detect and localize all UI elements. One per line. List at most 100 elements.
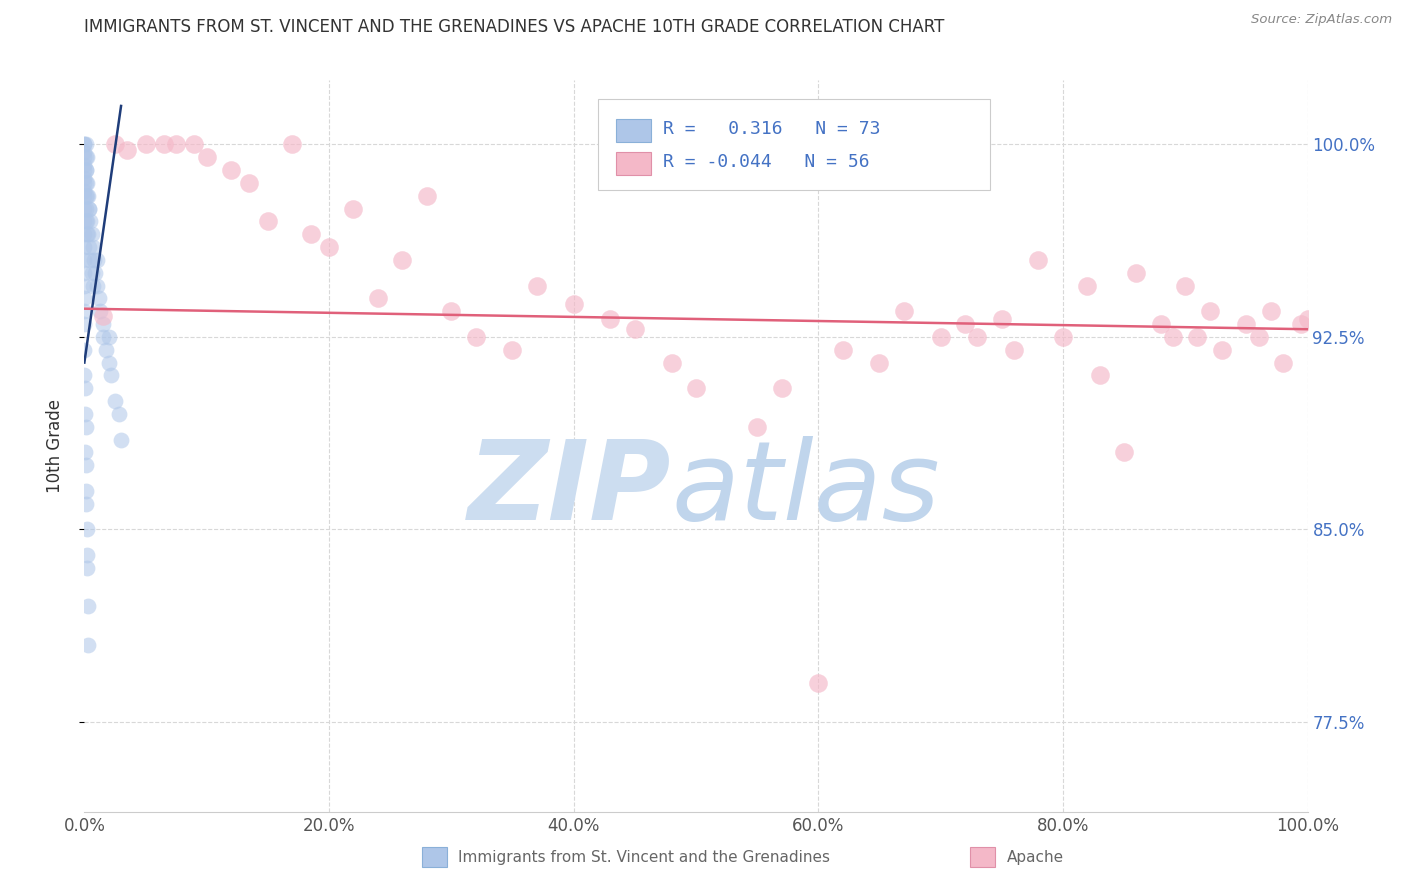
Text: Apache: Apache (1007, 850, 1064, 864)
Point (73, 445, 96, 459)
Point (97, 330, 120, 344)
Point (73, 304, 96, 318)
Point (73, 266, 96, 280)
Point (562, 296, 585, 310)
Text: Immigrants from St. Vincent and the Grenadines: Immigrants from St. Vincent and the Gren… (458, 850, 831, 864)
Point (195, 150, 218, 164)
Point (73, 407, 96, 421)
Point (391, 252, 413, 267)
Point (966, 330, 988, 344)
Point (73, 240, 96, 254)
Point (1296, 312, 1319, 326)
Point (281, 137, 304, 152)
Point (73, 292, 96, 306)
Point (1198, 304, 1220, 318)
Point (100, 368, 122, 383)
Point (1088, 368, 1111, 383)
Point (76, 561, 98, 575)
Text: IMMIGRANTS FROM ST. VINCENT AND THE GRENADINES VS APACHE 10TH GRADE CORRELATION : IMMIGRANTS FROM ST. VINCENT AND THE GREN… (84, 19, 945, 37)
Point (76, 548, 98, 562)
Point (91, 317, 114, 331)
Point (1125, 266, 1147, 280)
Point (86, 278, 108, 293)
Point (367, 292, 389, 306)
Point (342, 202, 364, 216)
Point (73, 163, 96, 178)
Point (75, 188, 97, 202)
Point (91, 330, 114, 344)
Point (929, 330, 952, 344)
Point (73, 188, 96, 202)
Point (73, 278, 96, 293)
Text: R = -0.044   N = 56: R = -0.044 N = 56 (664, 153, 869, 171)
Point (75, 163, 97, 178)
Point (73, 184, 96, 198)
Point (219, 163, 242, 178)
Point (770, 381, 793, 395)
Point (1114, 445, 1136, 459)
Bar (616, 152, 651, 176)
Point (1150, 317, 1173, 331)
Point (77, 240, 100, 254)
Point (831, 343, 853, 357)
Point (77, 227, 100, 242)
Point (91, 310, 114, 324)
Point (624, 322, 647, 336)
Point (79, 214, 101, 228)
Point (75, 163, 97, 178)
Point (685, 381, 707, 395)
Point (73, 176, 96, 190)
Point (87, 292, 110, 306)
Point (73, 202, 96, 216)
Point (183, 137, 205, 152)
Point (110, 433, 132, 447)
Point (76, 188, 98, 202)
Point (416, 188, 439, 202)
Point (79, 252, 101, 267)
Point (80, 227, 103, 242)
Point (73, 227, 96, 242)
Point (76, 227, 98, 242)
Point (82, 278, 104, 293)
Point (1272, 355, 1295, 369)
Point (165, 137, 187, 152)
Point (75, 497, 97, 511)
Point (73, 150, 96, 164)
Point (96, 343, 118, 357)
Point (75, 214, 97, 228)
Point (75, 137, 97, 152)
FancyBboxPatch shape (598, 99, 990, 190)
Point (73, 368, 96, 383)
Point (89, 304, 111, 318)
Point (97, 355, 120, 369)
Point (76, 176, 98, 190)
Point (1236, 317, 1258, 331)
Point (953, 317, 976, 331)
Point (747, 419, 769, 434)
Point (77, 638, 100, 652)
Point (75, 483, 97, 498)
Point (1187, 330, 1209, 344)
Point (73, 252, 96, 267)
Point (464, 330, 486, 344)
Y-axis label: 10th Grade: 10th Grade (45, 399, 63, 493)
Point (76, 523, 98, 537)
Point (1076, 278, 1098, 293)
Point (1247, 330, 1270, 344)
Point (73, 214, 96, 228)
Point (84, 266, 107, 280)
Point (1174, 278, 1197, 293)
Point (893, 304, 915, 318)
Point (1052, 330, 1074, 344)
Point (77, 202, 100, 216)
Point (104, 394, 127, 409)
Point (299, 227, 322, 242)
Point (76, 150, 98, 164)
Text: ZIP: ZIP (468, 436, 672, 543)
Point (869, 355, 891, 369)
Point (73, 381, 96, 395)
Point (73, 145, 96, 160)
Point (73, 137, 96, 152)
Point (661, 355, 683, 369)
Text: atlas: atlas (672, 436, 941, 543)
